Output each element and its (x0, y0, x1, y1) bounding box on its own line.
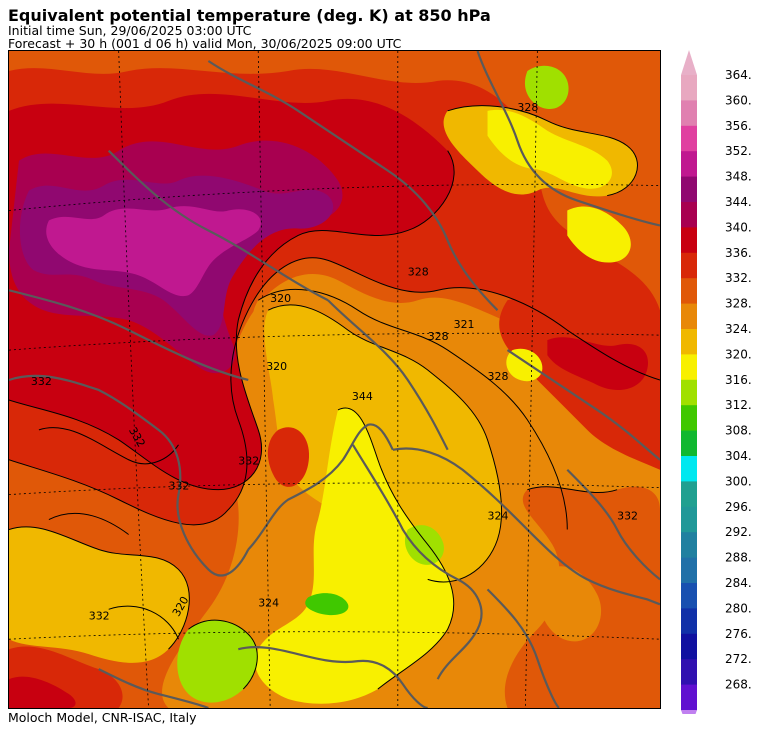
colorbar-swatch (681, 329, 697, 355)
field-320-north (487, 109, 612, 189)
colorbar-label: 320. (725, 347, 752, 361)
colorbar-swatch (681, 633, 697, 660)
colorbar-label: 312. (725, 398, 752, 412)
colorbar-swatch (681, 405, 697, 432)
colorbar-label: 292. (725, 525, 752, 539)
colorbar-swatch (681, 252, 697, 279)
field-320-east (567, 206, 631, 263)
field-316-sw (177, 620, 258, 703)
contour-label: 328 (428, 330, 449, 343)
colorbar-label: 316. (725, 373, 752, 387)
colorbar-swatch (681, 684, 697, 711)
colorbar-swatch (681, 278, 697, 305)
colorbar-label: 344. (725, 195, 752, 209)
field-336-mid (267, 427, 310, 487)
field-312-spot (305, 593, 349, 616)
colorbar-swatch (681, 354, 697, 381)
theta-e-map: 328 332 332 332 320 320 324 328 321 328 … (8, 50, 661, 709)
colorbar-swatch (681, 202, 697, 228)
contour-label: 328 (517, 101, 538, 114)
contour-label: 332 (617, 510, 638, 523)
colorbar-label: 324. (725, 322, 752, 336)
contour-label: 320 (270, 292, 291, 305)
colorbar-label: 296. (725, 500, 752, 514)
contour-label: 332 (238, 455, 259, 468)
contour-label: 320 (266, 360, 287, 373)
colorbar-swatch (681, 583, 697, 609)
colorbar-label: 288. (725, 551, 752, 565)
colorbar-bottom-arrow (681, 710, 697, 714)
field-316-north (524, 65, 569, 110)
colorbar-label: 356. (725, 119, 752, 133)
contour-label: 332 (89, 609, 110, 622)
colorbar-swatch (681, 227, 697, 254)
colorbar-label: 280. (725, 601, 752, 615)
colorbar-swatch (681, 100, 697, 127)
colorbar-swatch (681, 532, 697, 559)
colorbar-label: 360. (725, 93, 752, 107)
model-credit: Moloch Model, CNR-ISAC, Italy (8, 710, 197, 725)
field-316-italy (404, 525, 444, 565)
contour-label: 328 (408, 265, 429, 278)
colorbar-swatch (681, 659, 697, 686)
initial-time-label: Initial time Sun, 29/06/2025 03:00 UTC (8, 23, 252, 38)
colorbar-swatch (681, 456, 697, 482)
colorbar-swatch (681, 303, 697, 330)
field-320-italy (255, 407, 454, 704)
field-352 (46, 206, 261, 297)
field-320-spot (506, 348, 543, 382)
colorbar-label: 340. (725, 220, 752, 234)
field-340-sw (9, 676, 76, 708)
colorbar-swatch (681, 430, 697, 457)
colorbar-label: 272. (725, 652, 752, 666)
field-328-se (538, 566, 602, 642)
graticule (9, 51, 660, 708)
colorbar-swatch (681, 151, 697, 178)
colorbar-label: 348. (725, 170, 752, 184)
colorbar-label: 352. (725, 144, 752, 158)
colorbar-label: 336. (725, 246, 752, 260)
colorbar-swatch (681, 557, 697, 584)
colorbar-swatch (681, 506, 697, 533)
colorbar-swatch (681, 608, 697, 635)
colorbar-label: 308. (725, 424, 752, 438)
contour-label: 344 (352, 390, 373, 403)
contour-label: 321 (454, 318, 475, 331)
colorbar-legend: 364. 360. 356. 352. 348. 344. 340. 336. 332. 328.… (681, 50, 752, 714)
colorbar-top-arrow (681, 50, 697, 75)
forecast-validity-label: Forecast + 30 h (001 d 06 h) valid Mon, … (8, 36, 402, 51)
colorbar-label: 328. (725, 297, 752, 311)
colorbar-label: 268. (725, 678, 752, 692)
colorbar-swatch (681, 125, 697, 152)
contour-label: 332 (31, 375, 52, 388)
colorbar-label: 304. (725, 449, 752, 463)
contour-label: 332 (169, 480, 190, 493)
contour-label: 328 (488, 370, 509, 383)
field-324 (264, 304, 502, 582)
colorbar-swatch (681, 176, 697, 203)
contour-lines (9, 105, 660, 690)
field-340-east (547, 337, 649, 390)
contour-label: 324 (258, 596, 279, 609)
contour-label: 324 (488, 510, 509, 523)
colorbar-label: 276. (725, 627, 752, 641)
colorbar-label: 284. (725, 576, 752, 590)
colorbar-label: 364. (725, 68, 752, 82)
colorbar-label: 332. (725, 271, 752, 285)
colorbar-label: 300. (725, 474, 752, 488)
colorbar-swatch (681, 379, 697, 406)
colorbar-swatch (681, 481, 697, 508)
colorbar-swatch (681, 75, 697, 101)
chart-title: Equivalent potential temperature (deg. K… (8, 6, 491, 25)
